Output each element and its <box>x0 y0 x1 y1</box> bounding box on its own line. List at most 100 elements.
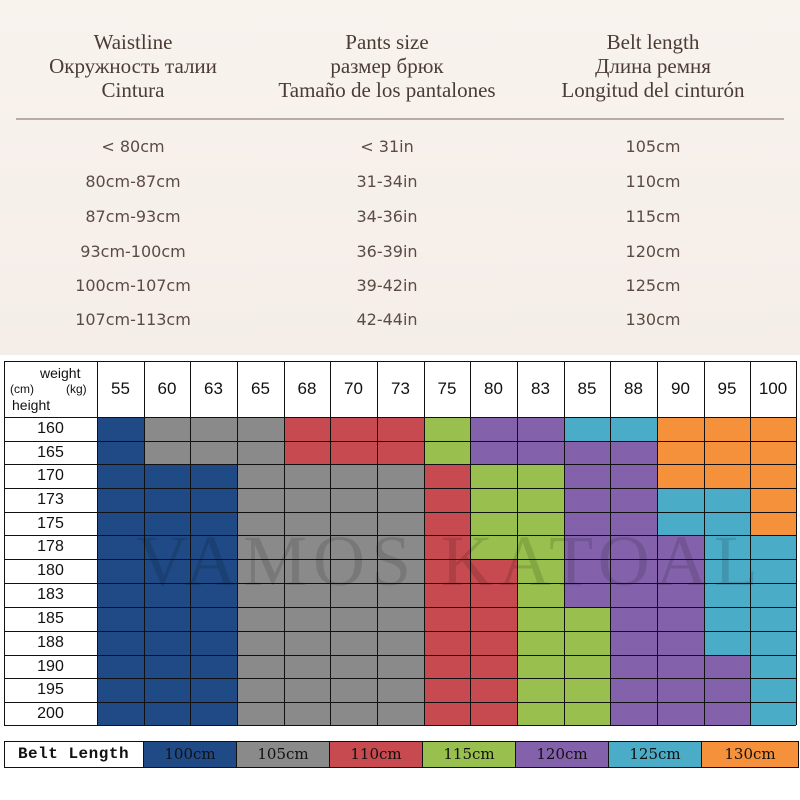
grid-cell <box>517 559 564 583</box>
grid-cell <box>424 631 470 655</box>
grid-cell <box>517 488 564 512</box>
grid-cell <box>144 488 190 512</box>
grid-line <box>237 361 238 725</box>
weight-header: 83 <box>531 379 550 398</box>
grid-cell <box>657 535 704 559</box>
grid-cell <box>190 655 237 678</box>
grid-cell <box>470 488 517 512</box>
grid-line <box>4 535 796 536</box>
grid-line <box>377 361 378 725</box>
grid-cell <box>190 583 237 607</box>
grid-cell <box>237 607 284 631</box>
pants-size-value: 42-44in <box>356 310 418 329</box>
grid-line <box>4 725 796 726</box>
grid-cell <box>750 559 796 583</box>
grid-line <box>4 361 796 362</box>
grid-cell <box>610 488 657 512</box>
grid-cell <box>610 535 657 559</box>
legend-item: 105cm <box>237 741 330 768</box>
grid-cell <box>330 702 377 725</box>
grid-cell <box>284 559 330 583</box>
pants-size-value: < 31in <box>360 137 414 156</box>
grid-cell <box>704 535 750 559</box>
grid-cell <box>470 512 517 535</box>
grid-cell <box>704 441 750 464</box>
grid-cell <box>564 678 610 702</box>
grid-cell <box>517 655 564 678</box>
header-line: Длина ремня <box>595 54 711 78</box>
grid-cell <box>237 655 284 678</box>
header-waistline: Waistline Окружность талии Cintura <box>0 30 266 102</box>
grid-cell <box>610 607 657 631</box>
height-header: 178 <box>37 538 64 555</box>
grid-line <box>704 361 705 725</box>
grid-cell <box>144 535 190 559</box>
grid-cell <box>284 702 330 725</box>
grid-cell <box>330 607 377 631</box>
grid-cell <box>97 464 144 488</box>
grid-cell <box>237 702 284 725</box>
grid-cell <box>470 631 517 655</box>
grid-line <box>564 361 565 725</box>
grid-line <box>610 361 611 725</box>
header-line: Waistline <box>93 30 173 54</box>
grid-cell <box>237 488 284 512</box>
grid-cell <box>610 631 657 655</box>
grid-cell <box>657 464 704 488</box>
grid-cell <box>470 441 517 464</box>
grid-line <box>4 631 796 632</box>
grid-cell <box>190 702 237 725</box>
grid-cell <box>610 559 657 583</box>
grid-cell <box>564 631 610 655</box>
grid-cell <box>470 535 517 559</box>
weight-header: 80 <box>484 379 503 398</box>
grid-cell <box>424 655 470 678</box>
grid-cell <box>564 702 610 725</box>
grid-cell <box>517 631 564 655</box>
grid-corner: weight (kg) (cm) height <box>4 361 96 417</box>
grid-cell <box>144 678 190 702</box>
legend-item: 110cm <box>330 741 423 768</box>
grid-cell <box>284 464 330 488</box>
grid-cell <box>284 655 330 678</box>
grid-line <box>4 441 796 442</box>
grid-line <box>330 361 331 725</box>
grid-line <box>4 559 796 560</box>
grid-cell <box>144 559 190 583</box>
grid-cell <box>517 678 564 702</box>
grid-cell <box>657 417 704 441</box>
grid-line <box>4 361 5 725</box>
grid-cell <box>424 583 470 607</box>
header-line: Cintura <box>101 78 165 102</box>
waistline-value: 80cm-87cm <box>85 172 181 191</box>
grid-cell <box>237 417 284 441</box>
belt-length-value: 110cm <box>625 172 681 191</box>
grid-cell <box>284 441 330 464</box>
height-header: 160 <box>37 420 64 437</box>
grid-cell <box>144 607 190 631</box>
grid-cell <box>610 512 657 535</box>
grid-cell <box>704 464 750 488</box>
grid-cell <box>330 559 377 583</box>
grid-cell <box>284 583 330 607</box>
grid-cell <box>470 559 517 583</box>
height-header: 173 <box>37 491 64 508</box>
grid-line <box>4 678 796 679</box>
grid-cell <box>657 441 704 464</box>
grid-cell <box>144 631 190 655</box>
grid-cell <box>750 464 796 488</box>
grid-cell <box>97 512 144 535</box>
grid-cell <box>144 512 190 535</box>
waistline-value: 93cm-100cm <box>80 242 186 261</box>
belt-length-value: 105cm <box>625 137 681 156</box>
legend-item: 115cm <box>423 741 516 768</box>
grid-line <box>750 361 751 725</box>
pants-size-value: 34-36in <box>356 207 418 226</box>
grid-cell <box>190 512 237 535</box>
grid-line <box>4 417 796 418</box>
grid-cell <box>564 441 610 464</box>
size-row: 93cm-100cm 36-39in 120cm <box>0 237 800 267</box>
grid-cell <box>517 702 564 725</box>
grid-cell <box>750 631 796 655</box>
weight-header: 68 <box>297 379 317 398</box>
